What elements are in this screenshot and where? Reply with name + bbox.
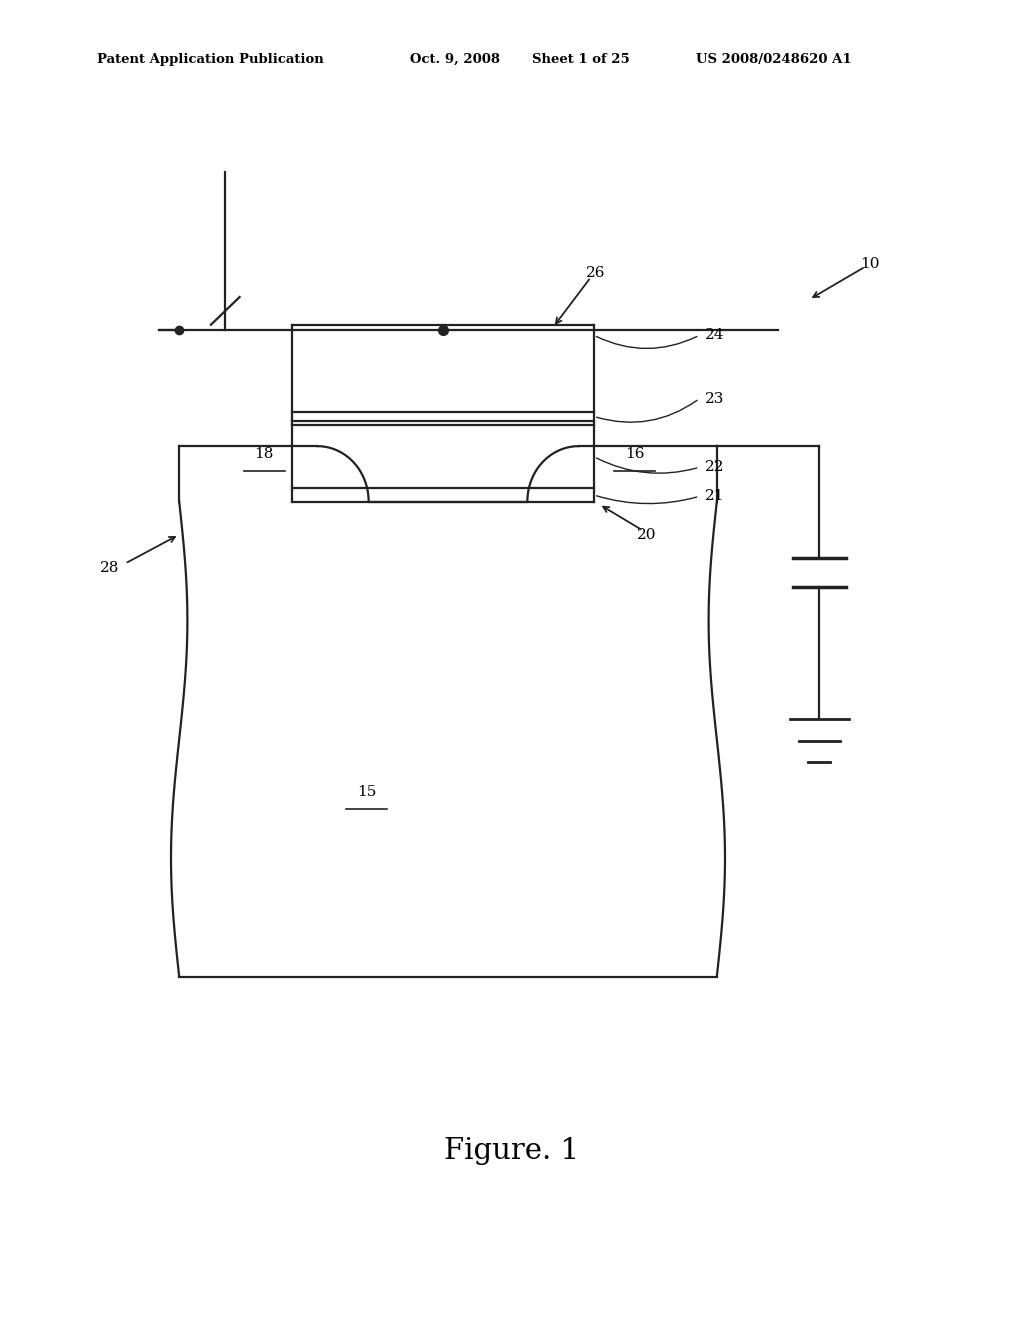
Text: 28: 28 xyxy=(100,561,120,574)
Text: 26: 26 xyxy=(586,267,605,280)
Text: 16: 16 xyxy=(625,447,645,461)
Text: 24: 24 xyxy=(705,329,724,342)
Text: 18: 18 xyxy=(255,447,273,461)
Text: 22: 22 xyxy=(705,461,724,474)
Text: US 2008/0248620 A1: US 2008/0248620 A1 xyxy=(696,53,852,66)
Text: Figure. 1: Figure. 1 xyxy=(444,1137,580,1166)
Text: 15: 15 xyxy=(357,785,376,799)
Text: Sheet 1 of 25: Sheet 1 of 25 xyxy=(532,53,630,66)
Text: Oct. 9, 2008: Oct. 9, 2008 xyxy=(410,53,500,66)
Text: 23: 23 xyxy=(705,392,724,405)
Text: 21: 21 xyxy=(705,490,724,503)
Text: 20: 20 xyxy=(637,528,656,541)
Text: 10: 10 xyxy=(860,257,880,271)
Text: Patent Application Publication: Patent Application Publication xyxy=(97,53,324,66)
